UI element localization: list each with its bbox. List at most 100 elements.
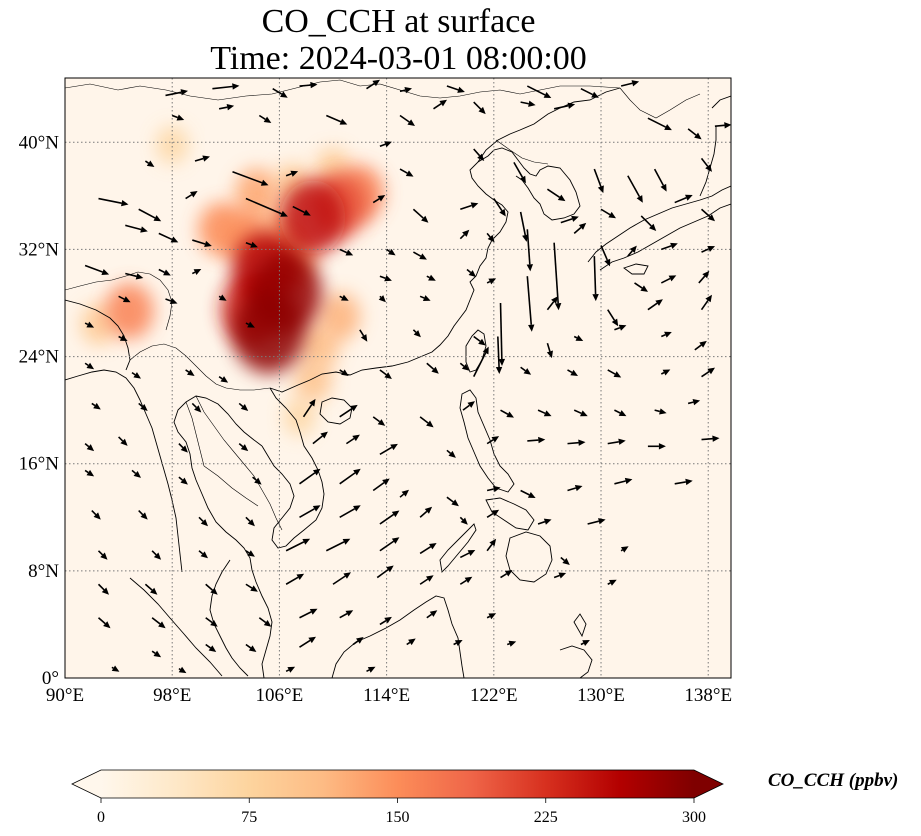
colorbar-tick-label: 75 bbox=[241, 809, 257, 826]
wind-arrow bbox=[466, 268, 477, 278]
wind-arrow bbox=[653, 168, 667, 192]
wind-arrow bbox=[178, 476, 188, 485]
wind-arrow bbox=[98, 197, 129, 207]
coastline-bay-bengal bbox=[65, 299, 131, 371]
wind-arrow bbox=[144, 160, 155, 168]
wind-arrow bbox=[245, 550, 255, 557]
wind-arrow bbox=[118, 436, 128, 446]
wind-arrow bbox=[526, 85, 552, 99]
wind-arrow bbox=[299, 505, 321, 518]
wind-arrow bbox=[459, 576, 473, 585]
x-tick-label: 98°E bbox=[153, 685, 191, 706]
wind-arrow bbox=[546, 296, 558, 311]
wind-arrow bbox=[138, 208, 162, 222]
wind-arrow bbox=[620, 80, 640, 87]
wind-arrow bbox=[84, 443, 95, 452]
wind-arrow bbox=[446, 496, 459, 507]
wind-arrow bbox=[500, 570, 513, 579]
island-hainan bbox=[319, 397, 353, 425]
wind-arrow bbox=[252, 476, 262, 485]
colorbar-ticks: 0 75 150 225 300 bbox=[97, 798, 706, 826]
island-shikoku bbox=[623, 263, 649, 275]
wind-arrow bbox=[486, 436, 500, 445]
colorbar-extend-min bbox=[72, 770, 101, 798]
wind-arrow bbox=[312, 431, 328, 445]
wind-arrow bbox=[285, 170, 299, 177]
wind-arrow bbox=[158, 268, 171, 276]
border-cambodia bbox=[203, 465, 259, 507]
island-kyushu-honshu bbox=[587, 185, 731, 263]
coastline-liaodong bbox=[477, 87, 621, 163]
wind-arrow bbox=[151, 550, 162, 560]
wind-arrow bbox=[406, 638, 416, 646]
wind-arrow bbox=[379, 510, 400, 525]
wind-arrow bbox=[238, 443, 249, 452]
wind-arrow bbox=[245, 516, 255, 527]
wind-arrow bbox=[700, 294, 713, 311]
island-sulawesi bbox=[559, 645, 593, 678]
wind-arrow bbox=[701, 246, 716, 253]
wind-arrow bbox=[245, 197, 288, 217]
x-tick-label: 122°E bbox=[470, 685, 518, 706]
wind-arrow bbox=[399, 489, 410, 498]
wind-arrow bbox=[419, 506, 433, 518]
wind-arrow bbox=[519, 211, 529, 242]
wind-arrow bbox=[118, 334, 128, 341]
concentration-blob bbox=[104, 283, 154, 340]
wind-arrow bbox=[647, 117, 672, 131]
wind-arrow bbox=[700, 208, 716, 222]
wind-arrow bbox=[607, 438, 626, 445]
wind-arrow bbox=[366, 79, 381, 90]
wind-arrow bbox=[339, 610, 354, 619]
wind-arrow bbox=[546, 188, 566, 202]
island-mindanao bbox=[505, 531, 553, 583]
wind-arrow bbox=[125, 224, 148, 233]
wind-arrow bbox=[379, 537, 400, 552]
wind-arrow bbox=[285, 666, 296, 673]
wind-arrow bbox=[700, 157, 713, 172]
x-tick-label: 138°E bbox=[684, 685, 732, 706]
wind-arrow bbox=[426, 274, 436, 281]
coastline-myanmar bbox=[65, 369, 183, 573]
wind-arrow bbox=[486, 485, 501, 493]
wind-arrow bbox=[372, 195, 386, 204]
wind-arrow bbox=[614, 324, 627, 331]
wind-arrow bbox=[352, 637, 364, 646]
wind-arrow bbox=[379, 616, 392, 626]
wind-arrow bbox=[158, 232, 179, 243]
wind-arrow bbox=[513, 161, 526, 184]
wind-arrow bbox=[567, 484, 583, 492]
wind-arrow bbox=[620, 546, 629, 553]
wind-arrow bbox=[191, 402, 202, 413]
wind-arrow bbox=[245, 643, 257, 653]
colorbar-tick-label: 225 bbox=[534, 809, 558, 826]
wind-arrow bbox=[372, 478, 390, 492]
island-taiwan bbox=[465, 329, 487, 373]
wind-arrow bbox=[526, 229, 534, 272]
wind-arrow bbox=[495, 336, 503, 374]
wind-arrow bbox=[580, 87, 599, 98]
island-honshu-south bbox=[599, 203, 731, 271]
x-tick-label: 90°E bbox=[46, 685, 84, 706]
wind-arrow bbox=[212, 83, 240, 90]
wind-arrow bbox=[654, 408, 667, 415]
concentration-blob bbox=[280, 180, 346, 255]
wind-arrow bbox=[459, 549, 476, 559]
wind-arrow bbox=[245, 583, 258, 592]
wind-arrow bbox=[486, 232, 495, 243]
wind-arrow bbox=[386, 248, 396, 256]
wind-arrow bbox=[292, 205, 311, 216]
wind-arrow bbox=[674, 194, 693, 204]
wind-arrow bbox=[486, 278, 497, 285]
wind-arrow bbox=[205, 617, 218, 627]
coastline-east-asia bbox=[269, 147, 581, 393]
wind-arrow bbox=[194, 155, 210, 162]
y-tick-label: 32°N bbox=[19, 239, 60, 260]
wind-arrow bbox=[258, 114, 272, 123]
wind-arrow bbox=[366, 666, 376, 673]
wind-arrow bbox=[379, 275, 392, 282]
wind-arrow bbox=[694, 340, 707, 351]
wind-arrow bbox=[412, 208, 429, 223]
wind-arrow bbox=[185, 191, 198, 200]
wind-arrow bbox=[660, 275, 677, 284]
